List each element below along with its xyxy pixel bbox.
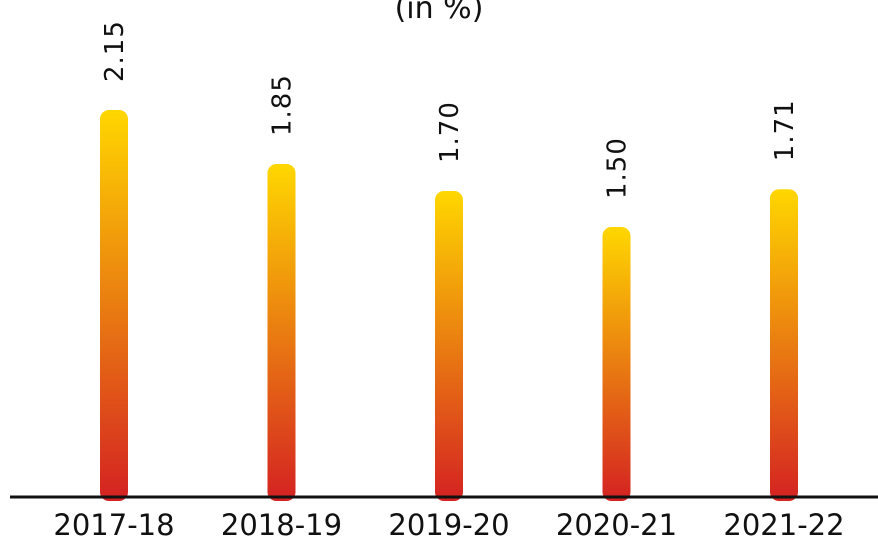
bar-2020-21 — [602, 227, 631, 501]
chart-subtitle: (in %) — [395, 0, 484, 26]
bar-2017-18 — [100, 110, 128, 501]
value-label-2020-21: 1.50 — [603, 137, 633, 199]
value-label-2017-18: 2.15 — [100, 20, 130, 82]
bars-group — [100, 110, 798, 501]
bar-2021-22 — [770, 189, 798, 501]
x-tick-label-2020-21: 2020-21 — [556, 508, 677, 540]
x-tick-labels-group: 2017-18 2018-19 2019-20 2020-21 2021-22 — [53, 508, 844, 540]
value-labels-group: 2.15 1.85 1.70 1.50 1.71 — [100, 20, 800, 199]
x-tick-label-2017-18: 2017-18 — [53, 508, 174, 540]
x-tick-label-2021-22: 2021-22 — [723, 508, 844, 540]
value-label-2021-22: 1.71 — [770, 99, 800, 161]
x-tick-label-2018-19: 2018-19 — [221, 508, 342, 540]
value-label-2018-19: 1.85 — [268, 74, 298, 136]
value-label-2019-20: 1.70 — [435, 101, 465, 163]
bar-2019-20 — [435, 191, 463, 501]
bar-2018-19 — [267, 164, 296, 501]
x-tick-label-2019-20: 2019-20 — [388, 508, 509, 540]
